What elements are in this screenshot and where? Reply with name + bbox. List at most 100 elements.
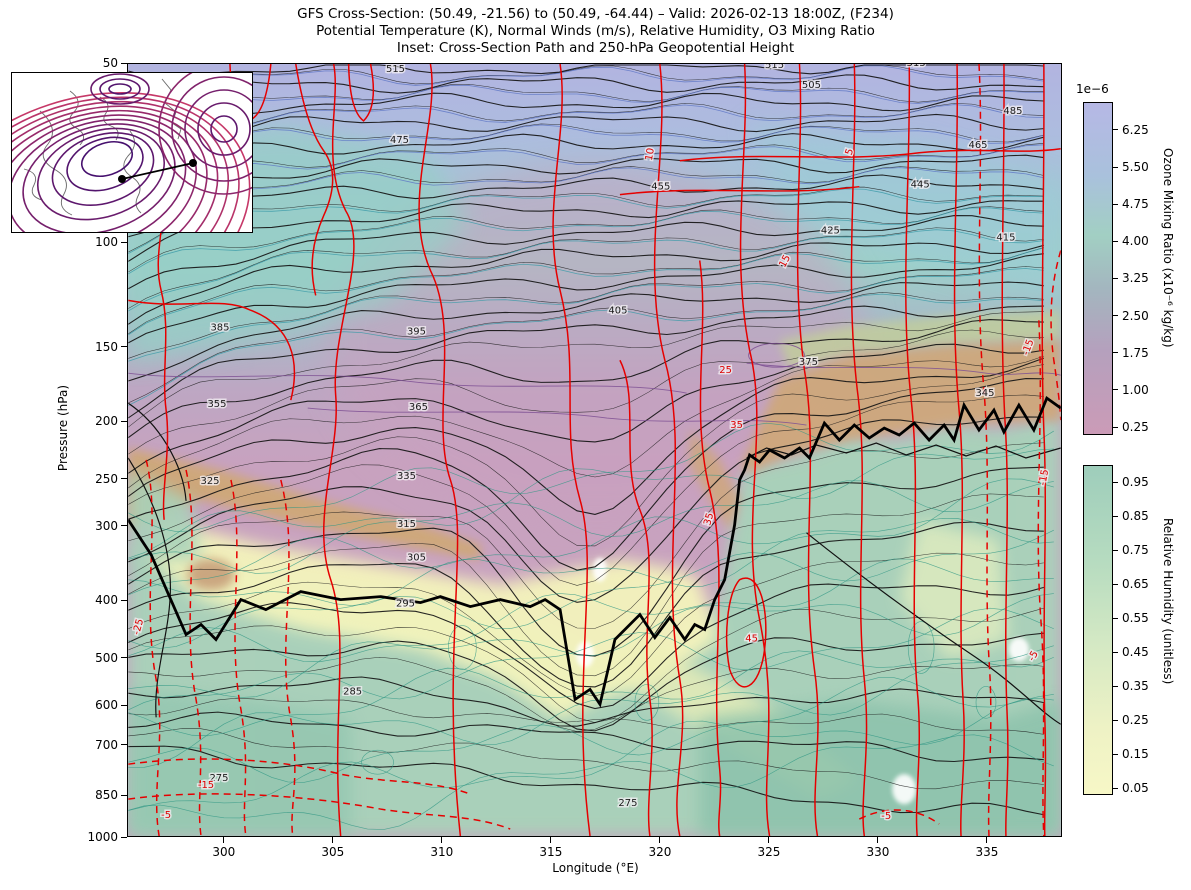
contour-label: 35: [730, 420, 743, 431]
inset-map-layers: [12, 73, 252, 232]
x-tick-mark: [768, 837, 770, 843]
x-tick-mark: [332, 837, 334, 843]
contour-label: 395: [407, 326, 426, 337]
rh-tick-mark: [1113, 685, 1118, 687]
rh-colorbar-label: Relative Humidity (unitless): [1161, 518, 1175, 685]
ozone-tick-label: 1.75: [1122, 345, 1149, 360]
pv-secondary-lines: [128, 402, 1061, 725]
contour-label: 25: [719, 365, 732, 376]
contour-label: 275: [209, 773, 228, 784]
ozone-tick-label: 3.25: [1122, 271, 1149, 286]
x-tick-label: 315: [539, 845, 563, 859]
x-tick-label: 300: [212, 845, 236, 859]
contour-label: 35: [702, 512, 716, 527]
ozone-tick-mark: [1113, 166, 1118, 168]
y-tick-mark: [121, 744, 127, 746]
rh-tick-mark: [1113, 787, 1118, 789]
y-axis-label: Pressure (hPa): [56, 385, 70, 472]
shading-region: [699, 699, 1061, 836]
y-tick-mark: [121, 346, 127, 348]
x-tick-mark: [659, 837, 661, 843]
inset-height-contours: [12, 73, 252, 232]
contour-labels: 515 515 515 505 485 475 465 455 445 425 415 405 395 3…: [130, 64, 1053, 824]
contour-label: 425: [821, 226, 840, 237]
contour-label: 285: [343, 686, 362, 697]
rh-tick-label: 0.75: [1122, 543, 1149, 558]
x-tick-label: 335: [975, 845, 999, 859]
ozone-tick-mark: [1113, 277, 1118, 279]
rh-tick-label: 0.55: [1122, 611, 1149, 626]
contour-label: 515: [386, 64, 405, 75]
contour-label: 385: [210, 322, 229, 333]
rh-tick-label: 0.95: [1122, 475, 1149, 490]
cross-section-plot-area: 515 515 515 505 485 475 465 455 445 425 415 405 395 3…: [127, 63, 1062, 837]
ozone-tick-mark: [1113, 240, 1118, 242]
ozone-tick-mark: [1113, 352, 1118, 354]
shading-region: [689, 430, 740, 530]
inset-cross-section-path: [118, 159, 197, 183]
x-tick-mark: [986, 837, 988, 843]
contour-label: 325: [200, 476, 219, 487]
y-tick-mark: [121, 525, 127, 527]
contour-label: 515: [907, 64, 926, 69]
rh-tick-label: 0.35: [1122, 679, 1149, 694]
contour-label: -5: [881, 811, 891, 822]
rh-tick-mark: [1113, 617, 1118, 619]
rh-tick-label: 0.25: [1122, 713, 1149, 728]
contour-label: 415: [996, 233, 1015, 244]
x-tick-mark: [550, 837, 552, 843]
saturated-white-patch: [593, 557, 607, 582]
rh-tick-label: 0.65: [1122, 577, 1149, 592]
inset-coastlines: [23, 78, 182, 216]
contour-label: 445: [911, 180, 930, 191]
x-tick-label: 305: [321, 845, 345, 859]
contour-label: 455: [651, 182, 670, 193]
y-tick-mark: [121, 62, 127, 64]
rh-tick-mark: [1113, 515, 1118, 517]
x-tick-mark: [441, 837, 443, 843]
contour-label: 305: [407, 553, 426, 564]
y-tick-mark: [121, 599, 127, 601]
contour-label: 515: [765, 64, 784, 71]
contour-label: 375: [799, 357, 818, 368]
wind-contours: [128, 64, 1061, 836]
contour-label: -5: [161, 810, 171, 821]
x-tick-mark: [223, 837, 225, 843]
y-tick-mark: [121, 704, 127, 706]
rh-tick-mark: [1113, 583, 1118, 585]
contour-label: 315: [397, 519, 416, 530]
y-tick-label: 200: [95, 414, 118, 429]
figure-title-line2: Potential Temperature (K), Normal Winds …: [316, 23, 875, 39]
y-tick-label: 700: [95, 737, 118, 752]
y-tick-mark: [121, 241, 127, 243]
y-tick-label: 500: [95, 650, 118, 665]
rh-colorbar: [1083, 465, 1113, 795]
x-axis-label: Longitude (°E): [552, 861, 639, 875]
contour-label: 10: [644, 147, 657, 161]
cross-section-canvas: 515 515 515 505 485 475 465 455 445 425 415 405 395 3…: [128, 64, 1061, 836]
ozone-tick-label: 4.00: [1122, 234, 1149, 249]
ozone-tick-label: 4.75: [1122, 197, 1149, 212]
contour-label: 365: [409, 402, 428, 413]
ozone-tick-mark: [1113, 129, 1118, 131]
y-tick-label: 600: [95, 698, 118, 713]
inset-map-canvas: [12, 73, 252, 232]
rh-tick-mark: [1113, 753, 1118, 755]
contour-label: 475: [390, 135, 409, 146]
contour-label: 465: [968, 140, 987, 151]
rh-tick-label: 0.15: [1122, 747, 1149, 762]
x-tick-label: 330: [866, 845, 890, 859]
rh-tick-mark: [1113, 549, 1118, 551]
x-tick-label: 325: [757, 845, 781, 859]
contour-layers: 515 515 515 505 485 475 465 455 445 425 415 405 395 3…: [128, 64, 1061, 836]
y-tick-mark: [121, 657, 127, 659]
y-tick-label: 300: [95, 518, 118, 533]
y-tick-label: 100: [95, 235, 118, 250]
inset-map-250hpa-heights: [11, 72, 253, 233]
ozone-tick-mark: [1113, 203, 1118, 205]
ozone-tick-label: 0.25: [1122, 420, 1149, 434]
y-tick-label: 150: [95, 339, 118, 354]
rh-tick-mark: [1113, 719, 1118, 721]
contour-label: 275: [618, 798, 637, 809]
